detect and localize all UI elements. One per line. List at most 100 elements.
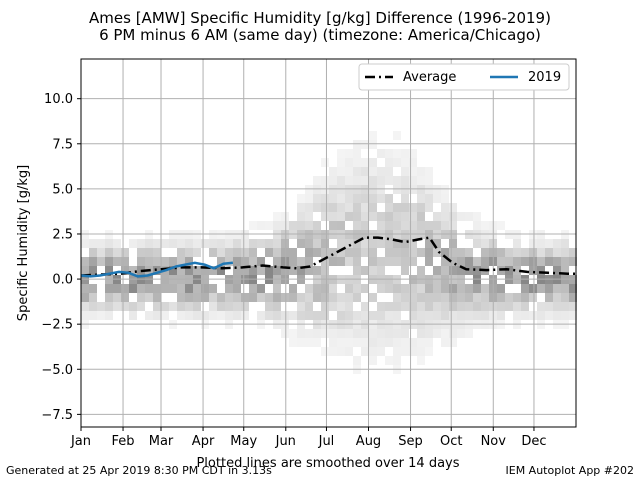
density-cell	[265, 311, 273, 320]
density-cell	[89, 311, 97, 320]
density-cell	[329, 221, 337, 230]
density-cell	[385, 212, 393, 221]
density-cell	[433, 248, 441, 257]
density-cell	[417, 221, 425, 230]
density-cell	[513, 248, 521, 257]
density-cell	[281, 212, 289, 221]
density-cell	[345, 185, 353, 194]
density-cell	[337, 185, 345, 194]
density-cell	[361, 221, 369, 230]
density-cell	[417, 176, 425, 185]
series-layer	[80, 236, 576, 278]
density-cell	[393, 176, 401, 185]
density-cell	[361, 212, 369, 221]
density-cell	[385, 311, 393, 320]
density-cell	[361, 347, 369, 356]
density-cell	[185, 311, 193, 320]
density-cell	[385, 239, 393, 248]
density-cell	[289, 338, 297, 347]
density-cell	[209, 266, 217, 275]
density-cell	[425, 284, 433, 293]
density-cell	[417, 347, 425, 356]
density-cell	[337, 338, 345, 347]
density-cell	[281, 266, 289, 275]
density-cell	[345, 212, 353, 221]
density-cell	[513, 266, 521, 275]
footer-generated-text: Generated at 25 Apr 2019 8:30 PM CDT in …	[6, 464, 272, 477]
density-cell	[377, 338, 385, 347]
density-cell	[529, 248, 537, 257]
density-cell	[361, 248, 369, 257]
density-cell	[417, 185, 425, 194]
density-cell	[393, 329, 401, 338]
density-cell	[473, 266, 481, 275]
density-cell	[217, 257, 225, 266]
density-cell	[417, 329, 425, 338]
density-cell	[385, 248, 393, 257]
density-cell	[329, 347, 337, 356]
density-cell	[497, 311, 505, 320]
density-cell	[529, 257, 537, 266]
density-cell	[569, 302, 577, 311]
density-cell	[273, 284, 281, 293]
density-cell	[441, 221, 449, 230]
density-cell	[417, 266, 425, 275]
density-cell	[553, 266, 561, 275]
density-cell	[209, 302, 217, 311]
density-cell	[481, 230, 489, 239]
density-cell	[265, 266, 273, 275]
density-cell	[249, 239, 257, 248]
density-cell	[289, 284, 297, 293]
density-cell	[409, 338, 417, 347]
density-cell	[497, 302, 505, 311]
density-cell	[337, 311, 345, 320]
density-cell	[433, 194, 441, 203]
x-tick-label: Dec	[521, 434, 546, 449]
density-cell	[553, 257, 561, 266]
density-cell	[409, 239, 417, 248]
density-cell	[369, 167, 377, 176]
density-cell	[561, 248, 569, 257]
density-cell	[289, 221, 297, 230]
density-cell	[457, 248, 465, 257]
density-cell	[281, 239, 289, 248]
density-cell	[161, 257, 169, 266]
density-cell	[305, 248, 313, 257]
density-cell	[81, 230, 89, 239]
density-cell	[393, 338, 401, 347]
density-cell	[137, 239, 145, 248]
y-tick-label: 10.0	[44, 92, 73, 107]
density-cell	[313, 329, 321, 338]
density-cell	[249, 266, 257, 275]
density-cell	[153, 266, 161, 275]
density-cell	[273, 221, 281, 230]
density-cell	[241, 257, 249, 266]
density-cell	[409, 158, 417, 167]
density-cell	[89, 239, 97, 248]
density-cell	[425, 338, 433, 347]
density-cell	[345, 257, 353, 266]
density-cell	[121, 257, 129, 266]
density-cell	[249, 293, 257, 302]
density-cell	[513, 302, 521, 311]
density-cell	[497, 257, 505, 266]
density-cell	[441, 230, 449, 239]
legend-label: 2019	[528, 70, 561, 85]
density-cell	[425, 194, 433, 203]
density-cell	[481, 257, 489, 266]
density-cell	[449, 203, 457, 212]
density-cell	[281, 293, 289, 302]
density-cell	[233, 257, 241, 266]
density-cell	[129, 284, 137, 293]
density-cell	[369, 311, 377, 320]
density-cell	[201, 266, 209, 275]
density-cell	[337, 293, 345, 302]
density-cell	[433, 302, 441, 311]
density-cell	[273, 212, 281, 221]
density-cell	[81, 239, 89, 248]
density-cell	[81, 284, 89, 293]
density-cell	[529, 293, 537, 302]
density-cell	[393, 284, 401, 293]
density-cell	[297, 203, 305, 212]
density-cell	[401, 230, 409, 239]
